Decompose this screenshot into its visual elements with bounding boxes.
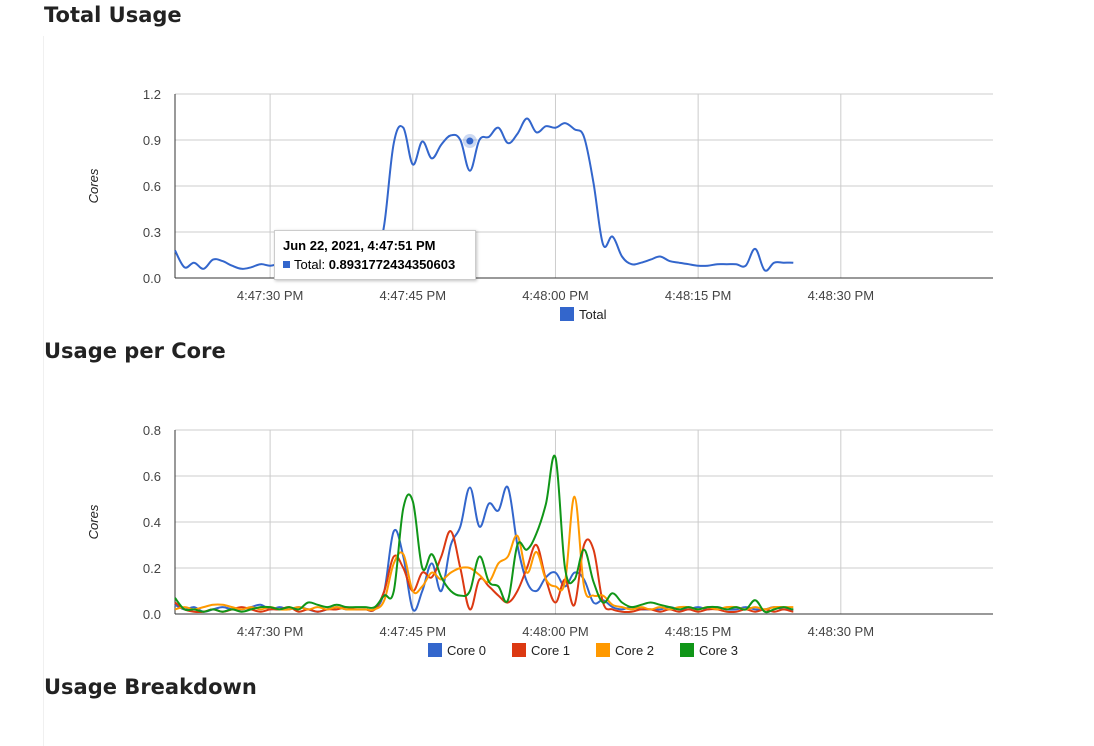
legend-item-core-2[interactable]: Core 2 [596,643,654,658]
legend-label: Core 3 [699,643,738,658]
tooltip-value: 0.8931772434350603 [328,257,456,272]
usage-per-core-heading: Usage per Core [44,339,226,363]
x-tick-label: 4:48:00 PM [522,288,589,303]
x-tick-label: 4:48:15 PM [665,624,732,639]
x-tick-label: 4:48:30 PM [808,624,875,639]
x-tick-label: 4:48:30 PM [808,288,875,303]
series-line-core-3 [174,454,794,614]
tooltip-swatch-icon [283,261,290,268]
legend-item-core-3[interactable]: Core 3 [680,643,738,658]
y-tick-label: 0.6 [143,469,161,484]
legend-item-core-1[interactable]: Core 1 [512,643,570,658]
x-tick-label: 4:47:45 PM [380,288,447,303]
x-tick-label: 4:47:30 PM [237,624,304,639]
tooltip-title: Jun 22, 2021, 4:47:51 PM [283,238,436,253]
y-tick-label: 0.0 [143,607,161,622]
y-tick-label: 0.4 [143,515,161,530]
x-tick-label: 4:48:15 PM [665,288,732,303]
y-tick-label: 0.3 [143,225,161,240]
total-usage-heading: Total Usage [44,3,182,27]
y-axis-label: Cores [86,504,101,539]
legend-item-total[interactable]: Total [560,307,607,322]
legend-swatch [596,643,610,657]
tooltip-row: Total: 0.8931772434350603 [283,257,455,272]
legend-item-core-0[interactable]: Core 0 [428,643,486,658]
legend-swatch [560,307,574,321]
tooltip-label: Total: [294,257,326,272]
series-line-core-0 [174,485,794,613]
legend-label: Core 2 [615,643,654,658]
legend-label: Total [579,307,607,322]
legend-swatch [512,643,526,657]
y-tick-label: 0.2 [143,561,161,576]
chart-tooltip: Jun 22, 2021, 4:47:51 PM Total: 0.893177… [274,230,476,280]
y-tick-label: 0.9 [143,133,161,148]
y-axis-label: Cores [86,168,101,203]
legend-label: Core 1 [531,643,570,658]
x-tick-label: 4:47:30 PM [237,288,304,303]
usage-breakdown-heading: Usage Breakdown [44,675,257,699]
legend-swatch [680,643,694,657]
series-line-core-1 [174,530,794,613]
y-tick-label: 0.8 [143,423,161,438]
x-tick-label: 4:48:00 PM [522,624,589,639]
total-usage-chart: 0.0 0.3 0.6 0.9 1.2 4:47:30 PM 4:47:45 PM 4:48:… [86,87,993,322]
legend-label: Core 0 [447,643,486,658]
y-tick-label: 0.0 [143,271,161,286]
y-tick-label: 0.6 [143,179,161,194]
hover-point[interactable] [466,137,474,145]
x-tick-label: 4:47:45 PM [380,624,447,639]
content-left-border [43,36,44,746]
legend-swatch [428,643,442,657]
y-tick-label: 1.2 [143,87,161,102]
